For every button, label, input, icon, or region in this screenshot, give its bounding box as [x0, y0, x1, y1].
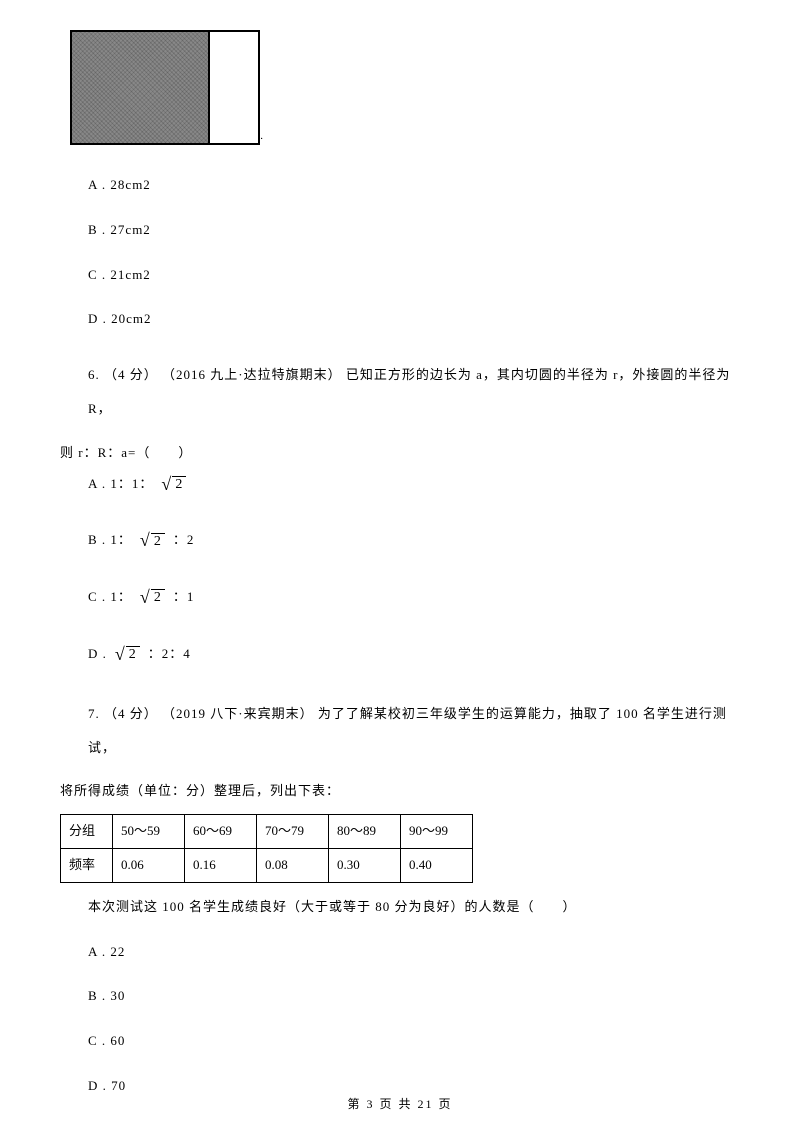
table-cell: 频率 [61, 848, 113, 882]
q7-text-line2: 将所得成绩（单位：分）整理后，列出下表： [60, 774, 740, 808]
q7-option-a: A . 22 [88, 942, 740, 963]
q6-text-line1: 6. （4 分） （2016 九上·达拉特旗期末） 已知正方形的边长为 a，其内… [88, 358, 740, 426]
q5-option-d: D . 20cm2 [88, 309, 740, 330]
table-cell: 70～79 [257, 815, 329, 849]
q6-d-prefix: D . [88, 644, 107, 665]
sqrt-value: 2 [151, 589, 165, 605]
table-cell: 0.30 [329, 848, 401, 882]
sqrt-value: 2 [126, 646, 140, 662]
q6-option-a: A . 1：1： √2 [88, 470, 740, 499]
frequency-table: 分组 50～59 60～69 70～79 80～89 90～99 频率 0.06… [60, 814, 473, 883]
q7-option-c: C . 60 [88, 1031, 740, 1052]
figure-rectangle: . [70, 30, 740, 145]
q5-option-a: A . 28cm2 [88, 175, 740, 196]
table-row: 分组 50～59 60～69 70～79 80～89 90～99 [61, 815, 473, 849]
q6-a-prefix: A . 1：1： [88, 474, 153, 495]
shaded-region [72, 32, 210, 143]
q6-option-c: C . 1： √2 ：1 [88, 583, 740, 612]
table-cell: 0.40 [401, 848, 473, 882]
table-cell: 60～69 [185, 815, 257, 849]
q6-b-prefix: B . 1： [88, 530, 132, 551]
table-cell: 分组 [61, 815, 113, 849]
q7-text-line1: 7. （4 分） （2019 八下·来宾期末） 为了了解某校初三年级学生的运算能… [88, 697, 740, 765]
sqrt-icon: √2 [140, 583, 165, 612]
q6-text-line2: 则 r：R：a=（ ） [60, 436, 740, 470]
q7-option-d: D . 70 [88, 1076, 740, 1097]
table-cell: 0.06 [113, 848, 185, 882]
sqrt-value: 2 [151, 533, 165, 549]
q7-option-b: B . 30 [88, 986, 740, 1007]
table-cell: 0.16 [185, 848, 257, 882]
q6-c-suffix: ：1 [173, 587, 195, 608]
radical-sign: √ [161, 470, 172, 499]
corner-dot: . [260, 128, 263, 146]
q5-option-b: B . 27cm2 [88, 220, 740, 241]
radical-sign: √ [115, 640, 126, 669]
q6-option-b: B . 1： √2 ：2 [88, 526, 740, 555]
q7-post-table: 本次测试这 100 名学生成绩良好（大于或等于 80 分为良好）的人数是（ ） [88, 897, 740, 918]
page-footer: 第 3 页 共 21 页 [0, 1095, 800, 1114]
table-cell: 50～59 [113, 815, 185, 849]
sqrt-icon: √2 [161, 470, 186, 499]
radical-sign: √ [140, 526, 151, 555]
table-cell: 90～99 [401, 815, 473, 849]
sqrt-value: 2 [172, 476, 186, 492]
q5-option-c: C . 21cm2 [88, 265, 740, 286]
table-cell: 80～89 [329, 815, 401, 849]
table-row: 频率 0.06 0.16 0.08 0.30 0.40 [61, 848, 473, 882]
q6-c-prefix: C . 1： [88, 587, 132, 608]
radical-sign: √ [140, 583, 151, 612]
table-cell: 0.08 [257, 848, 329, 882]
sqrt-icon: √2 [140, 526, 165, 555]
q6-option-d: D . √2 ：2：4 [88, 640, 740, 669]
q6-b-suffix: ：2 [173, 530, 195, 551]
sqrt-icon: √2 [115, 640, 140, 669]
q6-d-suffix: ：2：4 [148, 644, 191, 665]
outer-rectangle: . [70, 30, 260, 145]
